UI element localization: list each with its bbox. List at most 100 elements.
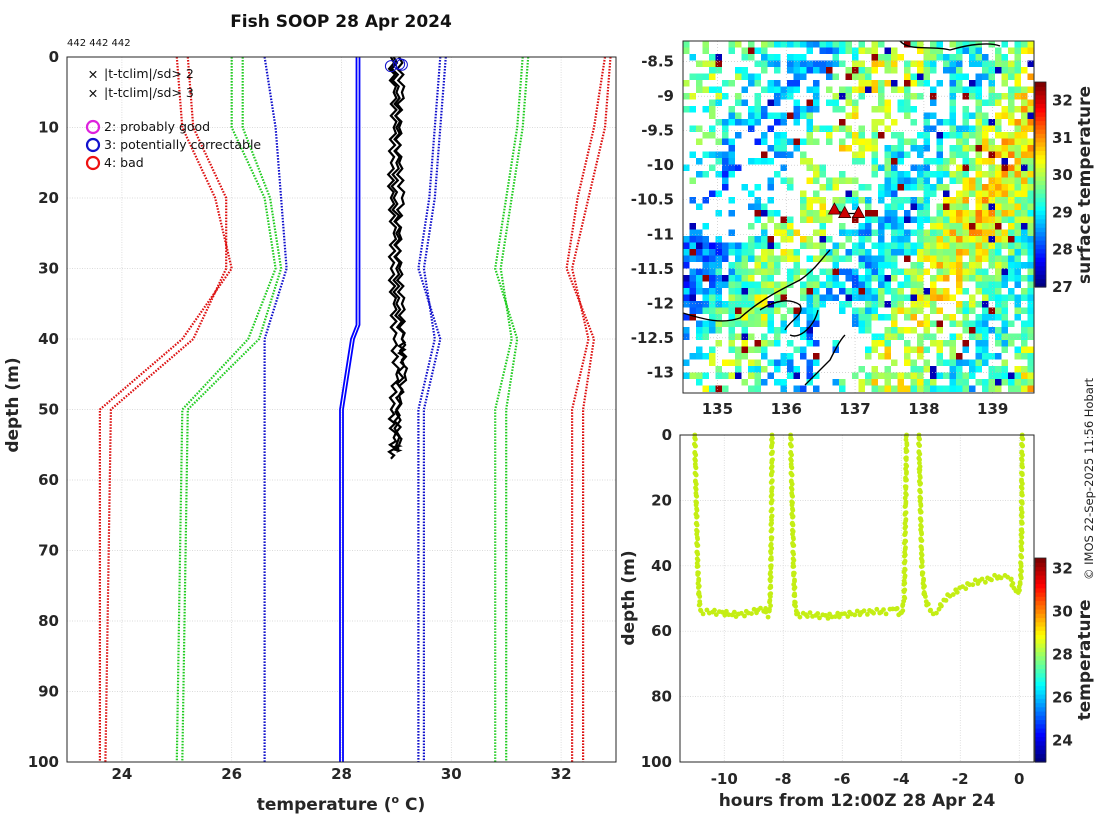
sst-pixel xyxy=(728,145,735,152)
sst-pixel xyxy=(975,281,982,288)
sst-pixel xyxy=(871,275,878,282)
sst-pixel xyxy=(910,307,917,314)
sst-pixel xyxy=(949,353,956,360)
sst-pixel xyxy=(943,262,950,269)
sst-pixel xyxy=(871,67,878,74)
timeseries-point xyxy=(724,608,729,614)
sst-pixel xyxy=(709,125,716,132)
timeseries-point xyxy=(693,502,699,508)
colorbar-swatch xyxy=(1035,634,1046,640)
sst-pixel xyxy=(741,47,748,54)
sst-pixel xyxy=(845,73,852,80)
sst-pixel xyxy=(969,307,976,314)
x-axis-label-superscript: o xyxy=(392,793,400,806)
sst-pixel xyxy=(910,301,917,308)
sst-pixel xyxy=(715,60,722,67)
sst-pixel xyxy=(787,184,794,191)
sst-pixel xyxy=(858,327,865,334)
sst-pixel xyxy=(735,294,742,301)
colorbar-swatch xyxy=(1035,193,1046,198)
sst-pixel xyxy=(806,158,813,165)
colorbar-swatch xyxy=(1035,163,1046,168)
sst-pixel xyxy=(774,262,781,269)
colorbar-tick-label: 28 xyxy=(1052,646,1073,664)
sst-pixel xyxy=(1001,112,1008,119)
sst-pixel xyxy=(949,112,956,119)
sst-pixel xyxy=(1014,190,1021,197)
ts-x-tick-label: 0 xyxy=(1014,770,1024,788)
timeseries-point xyxy=(1019,540,1025,546)
sst-pixel xyxy=(839,229,846,236)
sst-pixel xyxy=(793,229,800,236)
sst-pixel xyxy=(767,327,774,334)
sst-pixel xyxy=(722,164,729,171)
sst-pixel xyxy=(956,47,963,54)
sst-pixel xyxy=(1014,301,1021,308)
sst-pixel xyxy=(754,288,761,295)
timeseries-point xyxy=(790,514,796,519)
sst-pixel xyxy=(936,171,943,178)
sst-pixel xyxy=(878,301,885,308)
sst-pixel xyxy=(741,346,748,353)
sst-pixel xyxy=(748,385,755,392)
sst-pixel xyxy=(865,379,872,386)
sst-pixel xyxy=(962,327,969,334)
sst-pixel xyxy=(982,125,989,132)
colorbar-swatch xyxy=(1035,86,1046,92)
sst-pixel xyxy=(787,366,794,373)
sst-pixel xyxy=(956,60,963,67)
sst-pixel xyxy=(761,86,768,93)
sst-pixel xyxy=(904,275,911,282)
sst-pixel xyxy=(930,281,937,288)
sst-pixel xyxy=(878,132,885,139)
sst-pixel xyxy=(956,41,963,48)
sst-pixel xyxy=(728,158,735,165)
sst-pixel xyxy=(806,275,813,282)
timeseries-point xyxy=(902,595,908,601)
sst-pixel xyxy=(1021,86,1028,93)
sst-pixel xyxy=(1014,164,1021,171)
sst-pixel xyxy=(774,229,781,236)
sst-pixel xyxy=(956,249,963,256)
sst-pixel xyxy=(923,132,930,139)
y-tick-label: 50 xyxy=(38,401,59,419)
sst-pixel xyxy=(754,372,761,379)
sst-pixel xyxy=(741,67,748,74)
sst-pixel xyxy=(995,242,1002,249)
sst-pixel xyxy=(819,164,826,171)
sst-pixel xyxy=(696,236,703,243)
sst-pixel xyxy=(696,307,703,314)
sst-pixel xyxy=(962,223,969,230)
sst-pixel xyxy=(800,112,807,119)
sst-pixel xyxy=(930,41,937,48)
sst-pixel xyxy=(982,353,989,360)
sst-pixel xyxy=(923,203,930,210)
sst-pixel xyxy=(982,190,989,197)
sst-pixel xyxy=(832,281,839,288)
sst-pixel xyxy=(806,132,813,139)
sst-pixel xyxy=(800,73,807,80)
sst-pixel xyxy=(884,171,891,178)
sst-pixel xyxy=(1008,119,1015,126)
sst-pixel xyxy=(923,359,930,366)
sst-pixel xyxy=(865,67,872,74)
sst-pixel xyxy=(949,379,956,386)
sst-pixel xyxy=(917,73,924,80)
sst-pixel xyxy=(1021,366,1028,373)
map-y-tick-label: -12 xyxy=(647,294,674,312)
sst-pixel xyxy=(975,314,982,321)
sst-pixel xyxy=(1008,112,1015,119)
sst-pixel xyxy=(806,281,813,288)
sst-pixel xyxy=(780,164,787,171)
sst-pixel xyxy=(761,41,768,48)
sst-pixel xyxy=(1027,353,1034,360)
sst-pixel xyxy=(845,255,852,262)
colorbar-swatch xyxy=(1035,265,1046,271)
sst-pixel xyxy=(988,372,995,379)
sst-pixel xyxy=(995,125,1002,132)
sst-pixel xyxy=(1008,47,1015,54)
sst-pixel xyxy=(923,112,930,119)
sst-pixel xyxy=(897,171,904,178)
sst-pixel xyxy=(1021,288,1028,295)
sst-pixel xyxy=(709,86,716,93)
